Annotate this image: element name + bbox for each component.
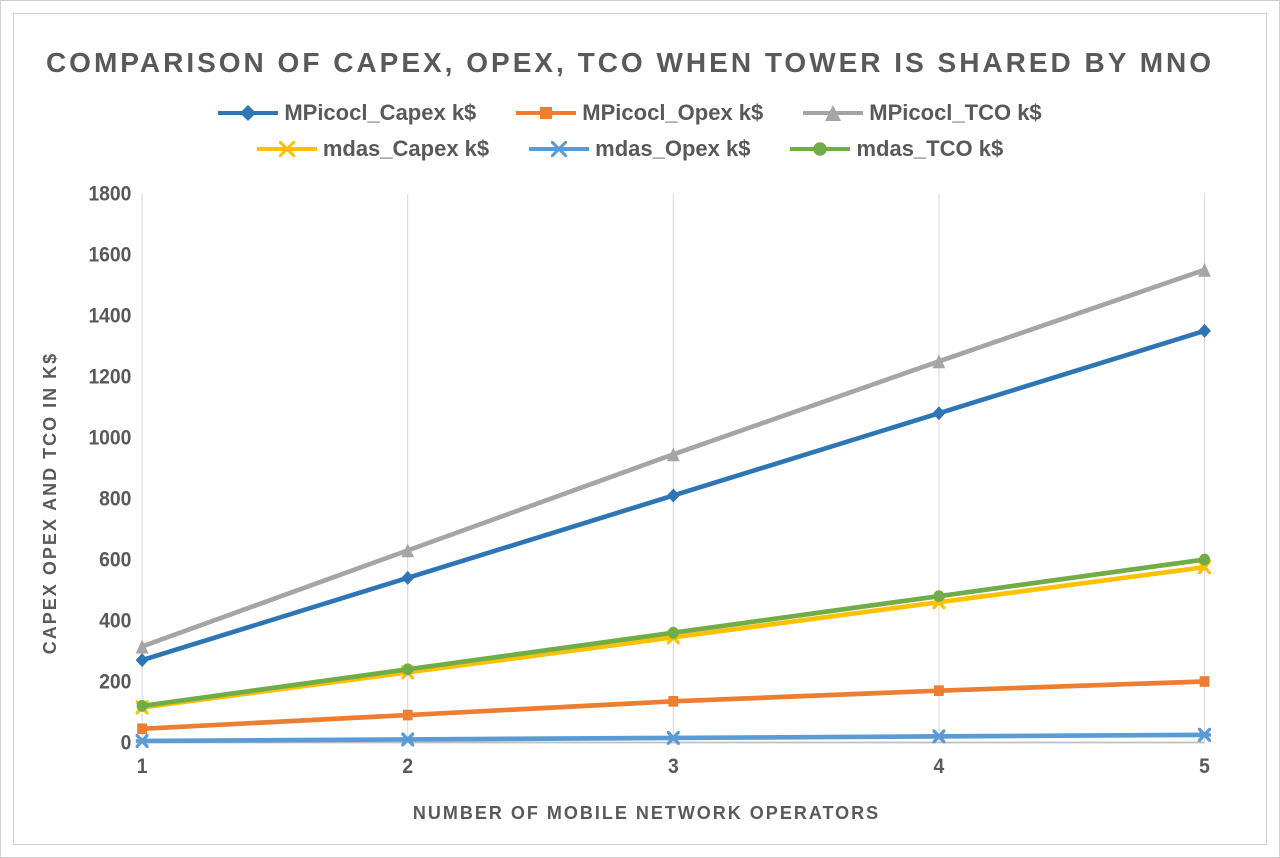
chart-title: COMPARISON OF CAPEX, OPEX, TCO WHEN TOWE… (34, 44, 1226, 82)
legend-item: mdas_Capex k$ (257, 136, 489, 162)
series-marker (1200, 676, 1210, 687)
x-tick-label: 2 (402, 755, 413, 778)
chart-container: COMPARISON OF CAPEX, OPEX, TCO WHEN TOWE… (0, 0, 1280, 858)
chart-svg: 0 200 400 600 800 1000 1200 1400 1600 1800 1 2 3 4 5 (67, 182, 1226, 789)
x-axis-label: NUMBER OF MOBILE NETWORK OPERATORS (67, 803, 1226, 824)
legend-item: mdas_TCO k$ (790, 136, 1003, 162)
series-marker (933, 590, 944, 602)
y-tick-label: 1400 (88, 305, 131, 328)
series-marker (932, 406, 945, 420)
series-marker (668, 696, 678, 707)
legend-item: MPicocl_TCO k$ (803, 100, 1041, 126)
legend-swatch (218, 101, 278, 125)
legend-label: mdas_Opex k$ (595, 136, 750, 162)
series-marker (137, 700, 148, 712)
y-tick-label: 1200 (88, 366, 131, 389)
y-tick-label: 600 (99, 549, 131, 572)
y-tick-label: 1000 (88, 427, 131, 450)
legend-label: MPicocl_TCO k$ (869, 100, 1041, 126)
legend-item: mdas_Opex k$ (529, 136, 750, 162)
legend-swatch (257, 137, 317, 161)
x-tick-label: 1 (137, 755, 148, 778)
series-marker (137, 723, 147, 734)
legend-swatch (790, 137, 850, 161)
x-tick-label: 4 (934, 755, 945, 778)
plot-column: 0 200 400 600 800 1000 1200 1400 1600 1800 1 2 3 4 5 (67, 182, 1226, 824)
series-marker (1198, 324, 1211, 338)
series-marker (136, 653, 149, 667)
series-marker (934, 685, 944, 696)
y-tick-label: 200 (99, 671, 131, 694)
legend: MPicocl_Capex k$ MPicocl_Opex k$ MPicocl_T… (34, 100, 1226, 162)
legend-swatch (803, 101, 863, 125)
y-tick-label: 800 (99, 488, 131, 511)
series-marker (667, 488, 680, 502)
legend-label: MPicocl_Opex k$ (582, 100, 763, 126)
legend-item: MPicocl_Capex k$ (218, 100, 476, 126)
legend-label: MPicocl_Capex k$ (284, 100, 476, 126)
series-marker (402, 663, 413, 675)
legend-swatch (529, 137, 589, 161)
legend-label: mdas_TCO k$ (856, 136, 1003, 162)
y-tick-label: 1600 (88, 244, 131, 267)
legend-label: mdas_Capex k$ (323, 136, 489, 162)
x-tick-label: 5 (1199, 755, 1210, 778)
y-tick-label: 400 (99, 610, 131, 633)
series-marker (1199, 553, 1210, 565)
plot-area: 0 200 400 600 800 1000 1200 1400 1600 1800 1 2 3 4 5 (67, 182, 1226, 789)
series-marker (403, 710, 413, 721)
legend-swatch (516, 101, 576, 125)
series-marker (668, 627, 679, 639)
y-tick-label: 1800 (88, 183, 131, 206)
y-axis-label: CAPEX OPEX AND TCO IN K$ (34, 182, 67, 824)
chart-inner: COMPARISON OF CAPEX, OPEX, TCO WHEN TOWE… (13, 13, 1267, 845)
series-marker (401, 571, 414, 585)
x-tick-label: 3 (668, 755, 679, 778)
legend-item: MPicocl_Opex k$ (516, 100, 763, 126)
y-tick-label: 0 (121, 732, 132, 755)
plot-wrap: CAPEX OPEX AND TCO IN K$ 0 200 400 600 800 10… (34, 182, 1226, 824)
